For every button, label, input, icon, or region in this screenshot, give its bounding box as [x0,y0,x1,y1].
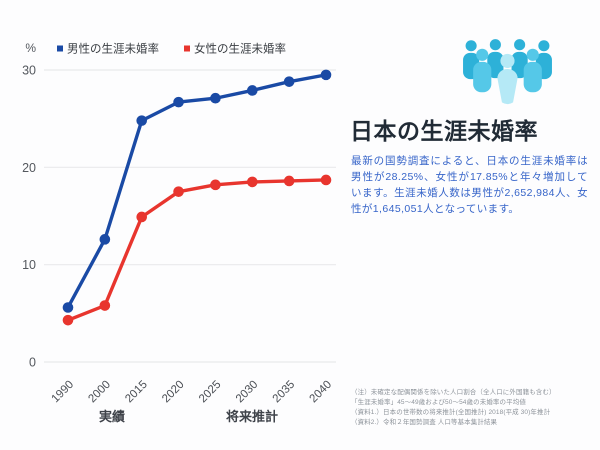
data-point-male-2035 [283,76,295,87]
data-point-female-2030 [247,176,258,188]
y-axis-tick-label: 20 [22,161,36,175]
x-axis-tick-label: 2020 [160,379,187,406]
description-text: 最新の国勢調査によると、日本の生涯未婚率は男性が28.25%、女性が17.85%… [351,155,588,215]
y-axis-tick-label: 30 [22,64,36,78]
data-point-male-2040 [320,69,332,81]
note-line: （資料2.）令和２年国勢調査 人口等基本集計結果 [351,419,498,426]
data-point-female-2000 [99,300,111,311]
x-axis-tick-label: 1990 [50,379,77,406]
legend-label: 男性の生涯未婚率 [67,42,159,56]
data-point-male-1990 [62,302,74,313]
source-notes: （注）未確定な配偶関係を除いた人口割合（全人口に外国籍も含む） 「生涯未婚率」4… [351,388,591,428]
note-line: （資料1.）日本の世帯数の将来推計(全国推計) 2018(平成 30)年推計 [351,409,551,416]
x-axis-tick-label: 2000 [86,379,113,406]
data-point-female-2040 [320,174,332,186]
series-line-male [66,73,328,310]
unmarried-rate-chart: 0 10 20 30% 男性の生涯未婚率 女性の生涯未婚率 1990 2000 2015 2020… [22,41,336,424]
data-point-male-2015 [136,115,148,126]
note-line: （注）未確定な配偶関係を除いた人口割合（全人口に外国籍も含む） [351,389,556,396]
series-line-female [66,178,328,322]
x-axis-group-label: 将来推計 [226,409,278,424]
y-axis-tick-label: 10 [22,258,36,272]
x-axis-tick-label: 2035 [271,379,298,406]
data-point-female-2020 [173,186,184,197]
note-line: 「生涯未婚率」45〜49歳および50〜54歳の未婚率の平均値 [351,399,526,406]
x-axis-tick-label: 2040 [308,379,335,406]
legend-label: 女性の生涯未婚率 [194,42,286,56]
page-title: 日本の生涯未婚率 [350,118,538,144]
y-axis-unit-label: % [25,41,36,55]
people-group-icon [463,39,552,105]
legend-swatch [57,45,63,52]
x-axis-tick-label: 2015 [123,379,150,406]
data-point-female-2025 [210,179,221,191]
data-point-female-1990 [62,314,74,326]
data-point-female-2015 [136,211,148,223]
legend-swatch [184,45,190,52]
x-axis-tick-label: 2025 [197,379,224,406]
data-point-male-2000 [99,234,111,245]
x-axis-tick-label: 2030 [234,379,261,406]
y-axis-tick-label: 0 [29,356,36,370]
data-point-male-2025 [210,92,221,104]
info-panel: 日本の生涯未婚率 最新の国勢調査によると、日本の生涯未婚率は男性が28.25%、… [347,0,593,450]
x-axis-group-label: 実績 [99,409,125,424]
data-point-female-2035 [283,175,295,187]
data-point-male-2020 [173,96,184,108]
data-point-male-2030 [247,85,258,96]
